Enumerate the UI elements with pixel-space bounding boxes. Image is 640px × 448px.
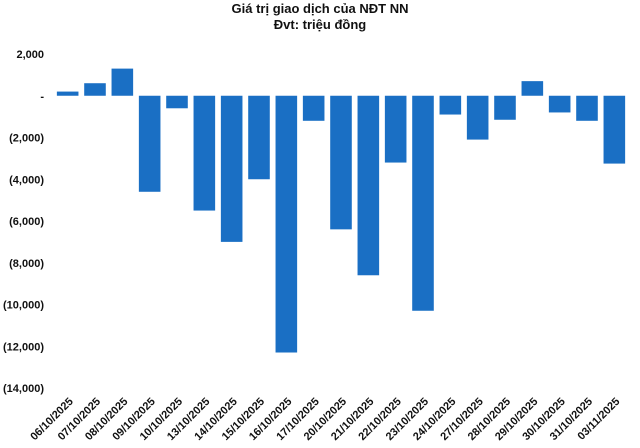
bar (56, 91, 79, 96)
chart-subtitle: Đvt: triệu đồng (274, 17, 366, 32)
y-tick-label: (2,000) (9, 133, 44, 145)
bar (412, 95, 434, 311)
y-tick-label: 2,000 (16, 49, 44, 61)
bar (193, 95, 216, 211)
bar (302, 95, 325, 121)
y-tick-label: (8,000) (9, 258, 44, 270)
bar (466, 95, 489, 140)
bar (548, 95, 571, 113)
bar (138, 95, 161, 192)
bar (439, 95, 462, 115)
y-tick-label: (10,000) (3, 300, 44, 312)
x-axis: 06/10/202507/10/202508/10/202509/10/2025… (28, 396, 622, 443)
bar (384, 95, 407, 163)
bar-series (56, 68, 626, 353)
y-tick-label: (14,000) (3, 383, 44, 395)
y-tick-label: (6,000) (9, 216, 44, 228)
chart-title: Giá trị giao dịch của NĐT NN (232, 1, 409, 16)
bar (220, 95, 243, 242)
bar (84, 83, 106, 96)
bar (494, 95, 516, 120)
y-tick-label: (12,000) (3, 341, 44, 353)
bar (521, 81, 544, 96)
bar (576, 95, 598, 121)
bar (603, 95, 626, 164)
bar (111, 68, 134, 96)
bar (330, 95, 352, 230)
y-tick-label: - (40, 91, 44, 103)
bar (275, 95, 298, 353)
bar (166, 95, 188, 109)
bar (248, 95, 270, 180)
bar (357, 95, 380, 276)
y-tick-label: (4,000) (9, 174, 44, 186)
y-axis: 2,000 - (2,000) (4,000) (6,000) (8,000) (10,00… (3, 49, 44, 395)
